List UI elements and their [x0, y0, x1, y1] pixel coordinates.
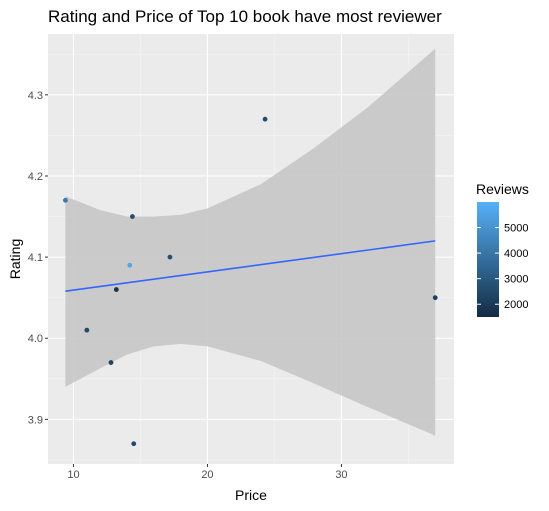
data-point	[130, 214, 135, 219]
x-axis-title: Price	[235, 487, 267, 503]
data-point	[84, 327, 90, 333]
legend-title: Reviews	[476, 181, 529, 197]
trend-line	[65, 240, 436, 292]
trend-line-segment	[65, 240, 436, 292]
y-tick-label: 4.1	[28, 252, 43, 264]
color-legend: Reviews 2000 3000 4000 5000	[476, 181, 529, 317]
data-point	[167, 254, 173, 260]
data-point	[113, 287, 119, 292]
confidence-band-area	[65, 48, 436, 436]
data-point	[432, 295, 438, 301]
legend-tick-label: 5000	[504, 223, 528, 235]
data-point	[127, 262, 133, 268]
x-tick-label: 20	[201, 469, 213, 481]
y-tick-label: 4.0	[28, 333, 43, 345]
x-tick-label: 10	[67, 469, 79, 481]
data-point	[63, 197, 68, 203]
x-tick-label: 30	[335, 469, 347, 481]
legend-tick-label: 3000	[504, 274, 528, 286]
y-tick-label: 3.9	[28, 414, 43, 426]
y-tick-label: 4.2	[28, 171, 43, 183]
data-point	[108, 360, 114, 365]
legend-colorbar	[477, 202, 499, 317]
y-axis-title: Rating	[7, 239, 23, 279]
axis-ticks: 10 20 30 3.9 4.0 4.1 4.2 4.3	[28, 90, 348, 481]
y-tick-label: 4.3	[28, 90, 43, 102]
data-point	[131, 441, 137, 447]
legend-tick-label: 2000	[504, 299, 528, 311]
chart-title: Rating and Price of Top 10 book have mos…	[48, 7, 442, 26]
legend-tick-label: 4000	[504, 248, 528, 260]
data-point	[262, 116, 268, 122]
confidence-band	[65, 48, 436, 436]
legend-ticks: 2000 3000 4000 5000	[477, 223, 528, 311]
data-points	[63, 116, 438, 447]
